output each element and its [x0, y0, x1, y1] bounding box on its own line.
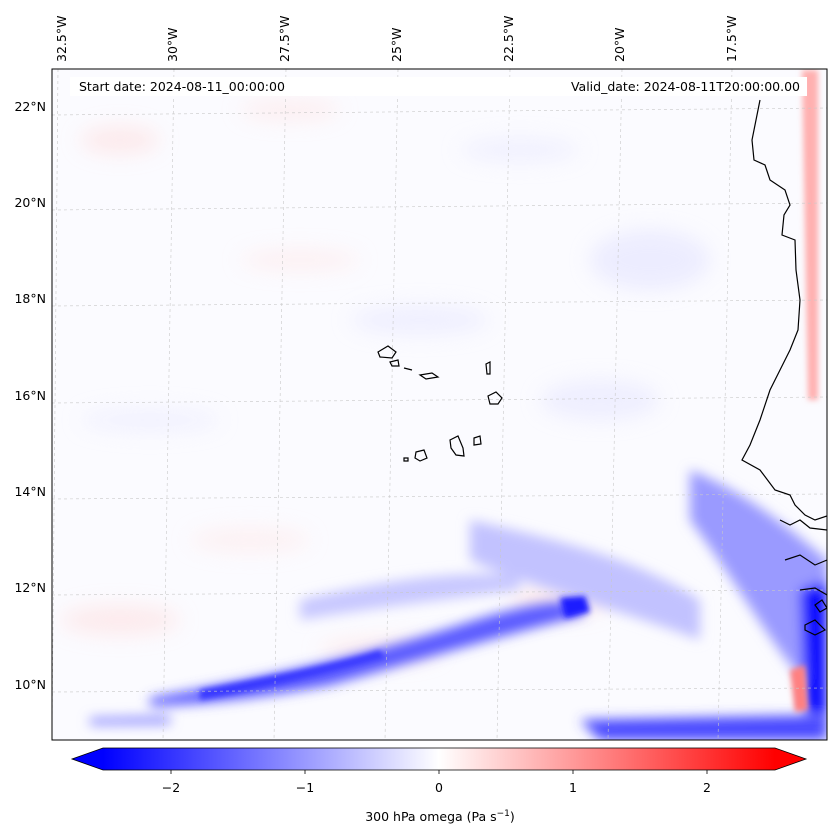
- lat-label-22n: 22°N: [14, 99, 46, 114]
- lat-label-16n: 16°N: [14, 388, 46, 403]
- colorbar-tick-1: 1: [569, 780, 577, 795]
- lat-label-14n: 14°N: [14, 484, 46, 499]
- colorbar-gradient: [103, 748, 775, 770]
- lon-label-30w: 30°W: [165, 27, 180, 62]
- lat-labels: 22°N 20°N 18°N 16°N 14°N 12°N 10°N: [14, 99, 46, 692]
- colorbar-min-extend: [72, 748, 103, 770]
- lon-label-32-5w: 32.5°W: [54, 16, 69, 62]
- colorbar-tick-neg1: −1: [296, 780, 314, 795]
- start-date-label: Start date: 2024-08-11_00:00:00: [79, 79, 285, 94]
- coastline: [741, 99, 827, 636]
- omega-field: [52, 69, 827, 740]
- lon-label-20w: 20°W: [612, 27, 627, 62]
- colorbar-max-extend: [775, 748, 806, 770]
- colorbar-label-main: 300 hPa omega (Pa s: [365, 809, 496, 824]
- colorbar-tick-2: 2: [703, 780, 711, 795]
- map-frame: [51, 68, 828, 741]
- lat-label-18n: 18°N: [14, 291, 46, 306]
- cape-verde-islands: [377, 345, 503, 462]
- colorbar-label: 300 hPa omega (Pa s−1): [365, 809, 515, 824]
- lat-label-12n: 12°N: [14, 580, 46, 595]
- colorbar-label-exponent: −1: [497, 809, 510, 819]
- valid-date-label: Valid_date: 2024-08-11T20:00:00.00: [571, 79, 800, 94]
- colorbar-tick-0: 0: [435, 780, 443, 795]
- graticule: [52, 69, 827, 740]
- lat-label-10n: 10°N: [14, 677, 46, 692]
- colorbar-tick-neg2: −2: [162, 780, 180, 795]
- header-strip: [70, 77, 807, 96]
- lat-label-20n: 20°N: [14, 195, 46, 210]
- lon-label-25w: 25°W: [389, 27, 404, 62]
- lon-labels: 32.5°W 30°W 27.5°W 25°W 22.5°W 20°W 17.5…: [54, 16, 739, 62]
- lon-label-22-5w: 22.5°W: [501, 16, 516, 62]
- colorbar-label-close: ): [510, 809, 515, 824]
- colorbar: −2 −1 0 1 2 300 hPa omega (Pa s−1): [70, 747, 808, 824]
- colorbar-outline: [70, 747, 808, 771]
- lon-label-17-5w: 17.5°W: [724, 16, 739, 62]
- lon-label-27-5w: 27.5°W: [277, 16, 292, 62]
